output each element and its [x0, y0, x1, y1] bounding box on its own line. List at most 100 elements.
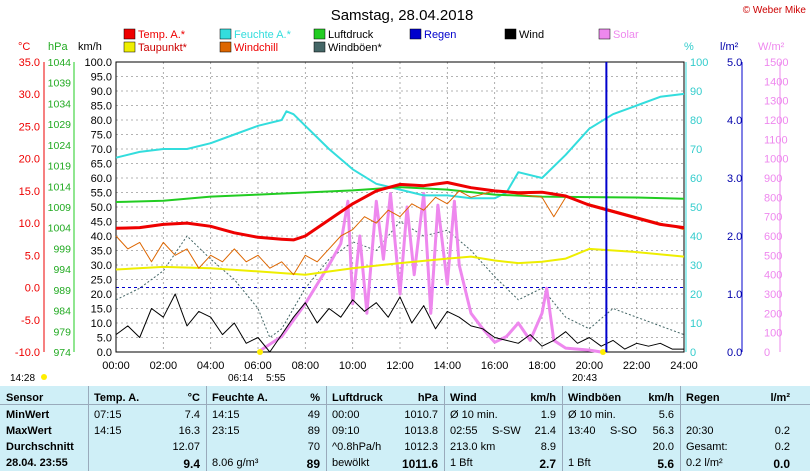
- row-label: Durchschnitt: [6, 441, 74, 453]
- unit-rain: l/m²: [720, 41, 739, 53]
- weather-chart: Samstag, 28.04.2018 © Weber Mike Temp. A…: [0, 0, 810, 386]
- rain-value: 0.2: [774, 441, 790, 453]
- pressure-tick-label: 989: [53, 285, 71, 297]
- humidity-tick-label: 80: [690, 115, 702, 127]
- solar-tick-label: 1300: [764, 96, 788, 108]
- rain-tick-label: 4.0: [727, 115, 742, 127]
- wind-value: 1.9: [540, 409, 556, 421]
- humidity-tick-label: 70: [690, 144, 702, 156]
- wind-time: 02:55: [450, 425, 478, 437]
- time-tick-label: 22:00: [623, 360, 651, 372]
- rain-tick-label: 3.0: [727, 173, 742, 185]
- column-separator: [326, 386, 327, 471]
- temp-tick-label: -10.0: [15, 347, 40, 359]
- rain-tick-label: 5.0: [727, 57, 742, 69]
- solar-tick-label: 600: [764, 231, 782, 243]
- humidity-tick-label: 10: [690, 318, 702, 330]
- time-tick-label: 06:00: [244, 360, 272, 372]
- column-separator: [680, 386, 681, 471]
- temp-tick-label: 15.0: [19, 186, 40, 198]
- sunset-time: 20:43: [572, 373, 597, 384]
- rain-time: Gesamt:: [686, 441, 728, 453]
- humidity-tick-label: 90: [690, 86, 702, 98]
- sun-markers: 14:28 06:14 5:55 20:43: [10, 62, 608, 384]
- temp-tick-label: 35.0: [19, 57, 40, 69]
- header-temp: Temp. A.: [94, 392, 140, 404]
- time-tick-label: 00:00: [102, 360, 130, 372]
- solar-tick-label: 1100: [764, 134, 788, 146]
- time-tick-label: 04:00: [197, 360, 225, 372]
- row-label: MinWert: [6, 409, 50, 421]
- header-separator: [0, 404, 810, 405]
- wind-tick-label: 90.0: [91, 86, 112, 98]
- pressure-value: 1010.7: [404, 409, 438, 421]
- rain-value: 0.0: [773, 457, 790, 471]
- chart-series: [115, 92, 685, 354]
- column-separator: [206, 386, 207, 471]
- wind-tick-label: 100.0: [84, 57, 112, 69]
- legend-label: Wind: [519, 29, 544, 41]
- solar-tick-label: 700: [764, 212, 782, 224]
- legend-label: Regen: [424, 29, 456, 41]
- series-line: [115, 247, 685, 276]
- pressure-tick-label: 1019: [48, 161, 72, 173]
- time-tick-label: 10:00: [339, 360, 367, 372]
- time-tick-label: 14:00: [434, 360, 462, 372]
- wind-tick-label: 50.0: [91, 202, 112, 214]
- wind-tick-label: 10.0: [91, 318, 112, 330]
- pressure-tick-label: 1034: [48, 98, 72, 110]
- time-tick-label: 24:00: [670, 360, 698, 372]
- pressure-tick-label: 1004: [48, 223, 72, 235]
- legend-swatch: [313, 41, 326, 53]
- pressure-tick-label: 974: [53, 347, 71, 359]
- gust-time: 13:40: [568, 425, 596, 437]
- axis-ticks: 35.0 30.0 25.0 20.0 15.0 10.0 5.0 0.0 -5.0 -10.0 1…: [15, 57, 789, 372]
- rain-tick-label: 1.0: [727, 289, 742, 301]
- legend-swatch: [409, 28, 422, 40]
- wind-direction: S-SW: [492, 425, 521, 437]
- humidity-tick-label: 60: [690, 173, 702, 185]
- sunrise-duration: 5:55: [266, 373, 286, 384]
- chart-title: Samstag, 28.04.2018: [331, 7, 474, 24]
- wind-tick-label: 15.0: [91, 304, 112, 316]
- credit-text: © Weber Mike: [743, 5, 807, 16]
- humidity-tick-label: 50: [690, 202, 702, 214]
- axis-units: °C hPa km/h% l/m² W/m²: [18, 41, 785, 53]
- humidity-time: 23:15: [212, 425, 240, 437]
- time-tick-label: 20:00: [576, 360, 604, 372]
- gust-value: 5.6: [657, 457, 674, 471]
- pressure-value: 1011.6: [401, 457, 438, 471]
- pressure-time: bewölkt: [332, 457, 370, 469]
- rain-time: 20:30: [686, 425, 714, 437]
- legend-swatch: [219, 28, 232, 40]
- rain-value: 0.2: [774, 425, 790, 437]
- pressure-tick-label: 1044: [48, 57, 72, 69]
- temp-value: 7.4: [184, 409, 200, 421]
- sun-icon: [41, 374, 47, 380]
- temp-tick-label: -5.0: [21, 315, 40, 327]
- header-humidity: Feuchte A.: [212, 392, 268, 404]
- gust-value: 5.6: [658, 409, 674, 421]
- gust-direction: S-SO: [610, 425, 637, 437]
- pressure-tick-label: 1024: [48, 140, 72, 152]
- solar-tick-label: 200: [764, 308, 782, 320]
- pressure-tick-label: 999: [53, 243, 71, 255]
- temp-value: 9.4: [183, 457, 200, 471]
- pressure-tick-label: 1039: [48, 78, 72, 90]
- legend-swatch: [123, 41, 136, 53]
- humidity-tick-label: 100: [690, 57, 708, 69]
- temp-tick-label: 0.0: [25, 283, 40, 295]
- gust-value: 56.3: [652, 425, 674, 437]
- header-pressure: Luftdruck: [332, 392, 383, 404]
- wind-tick-label: 30.0: [91, 260, 112, 272]
- time-tick-label: 16:00: [481, 360, 509, 372]
- legend-label: Solar: [613, 29, 639, 41]
- chart-background: [0, 0, 810, 386]
- unit-temp: °C: [18, 41, 30, 53]
- column-separator: [444, 386, 445, 471]
- legend-label: Luftdruck: [328, 29, 374, 41]
- series-line: [115, 293, 684, 353]
- unit-humidity: %: [684, 41, 694, 53]
- wind-tick-label: 85.0: [91, 101, 112, 113]
- temp-tick-label: 5.0: [25, 250, 40, 262]
